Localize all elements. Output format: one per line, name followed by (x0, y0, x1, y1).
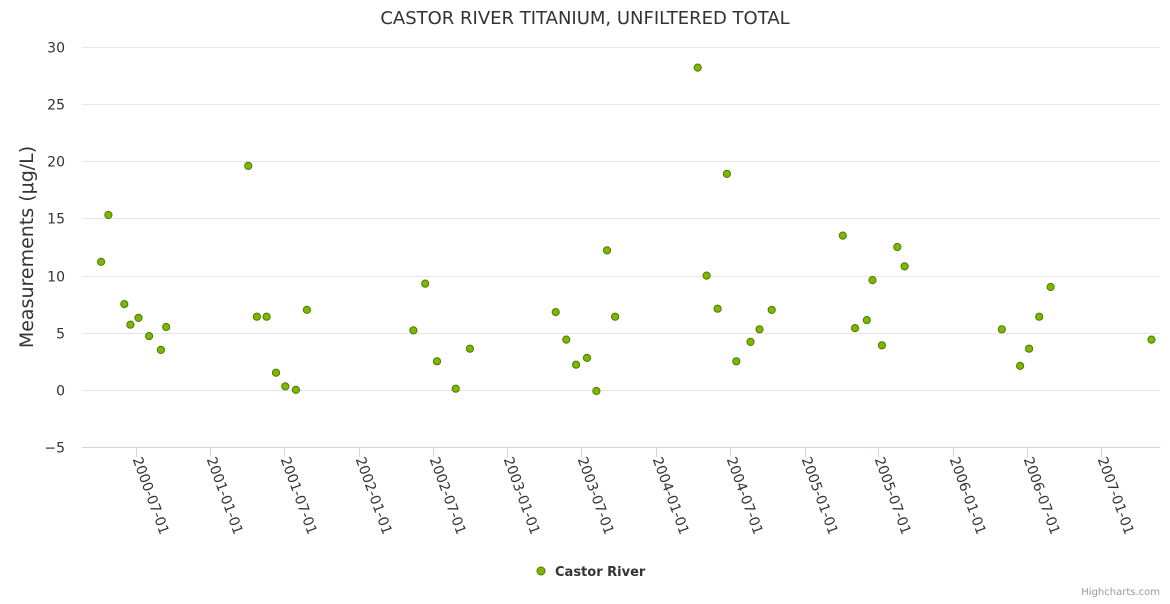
data-point[interactable] (281, 382, 290, 391)
data-point[interactable] (900, 262, 909, 271)
data-point[interactable] (134, 313, 143, 322)
data-point[interactable] (1147, 335, 1156, 344)
data-point[interactable] (1035, 312, 1044, 321)
legend[interactable]: Castor River (536, 565, 646, 580)
data-point[interactable] (262, 312, 271, 321)
legend-label-castor-river[interactable]: Castor River (555, 565, 646, 580)
x-tick-label: 2003-07-01 (574, 455, 617, 537)
y-axis: −5 0 5 10 15 20 25 30 (44, 41, 65, 457)
y-tick-label: 0 (56, 384, 65, 400)
x-tick-label: 2007-01-01 (1094, 455, 1137, 537)
y-tick-label: 15 (47, 212, 65, 228)
data-point[interactable] (104, 210, 113, 220)
data-point[interactable] (302, 305, 311, 314)
data-point[interactable] (862, 316, 871, 325)
x-tick-label: 2002-07-01 (426, 455, 469, 537)
series-castor-river[interactable] (97, 63, 1156, 396)
data-point[interactable] (722, 169, 732, 178)
data-point[interactable] (713, 304, 722, 313)
y-tick-label: 10 (47, 270, 65, 286)
data-point[interactable] (850, 324, 860, 333)
data-point[interactable] (592, 386, 601, 396)
data-point[interactable] (602, 246, 612, 255)
data-point[interactable] (582, 353, 592, 362)
x-tick-label: 2002-01-01 (352, 455, 395, 537)
data-point[interactable] (1025, 344, 1034, 353)
y-tick-label: −5 (44, 441, 65, 457)
data-point[interactable] (244, 161, 253, 170)
y-tick-label: 25 (47, 98, 65, 114)
x-tick-label: 2006-01-01 (946, 455, 989, 537)
data-point[interactable] (997, 325, 1006, 334)
data-point[interactable] (291, 385, 300, 394)
data-point[interactable] (702, 271, 711, 280)
x-axis: 2000-07-01 2001-01-01 2001-07-01 2002-01-01… (82, 447, 1160, 537)
data-point[interactable] (145, 332, 154, 341)
data-point[interactable] (409, 326, 418, 335)
x-tick-label: 2003-01-01 (500, 455, 543, 537)
data-point[interactable] (767, 305, 776, 314)
gridlines (82, 47, 1160, 391)
data-point[interactable] (421, 279, 430, 288)
data-point[interactable] (838, 231, 847, 240)
x-tick-label: 2000-07-01 (129, 455, 172, 537)
x-tick-label: 2001-07-01 (277, 455, 320, 537)
x-tick-label: 2004-07-01 (723, 455, 766, 537)
data-point[interactable] (1016, 361, 1025, 370)
data-point[interactable] (271, 368, 281, 377)
data-point[interactable] (126, 320, 135, 329)
data-point[interactable] (746, 337, 755, 346)
x-tick-label: 2004-01-01 (649, 455, 692, 537)
data-point[interactable] (156, 345, 165, 354)
y-tick-label: 20 (47, 155, 65, 171)
x-tick-label: 2005-01-01 (798, 455, 841, 537)
data-point[interactable] (432, 357, 442, 366)
data-point[interactable] (97, 257, 106, 266)
data-point[interactable] (732, 357, 741, 366)
x-tick-label: 2006-07-01 (1020, 455, 1063, 537)
data-point[interactable] (755, 325, 764, 334)
data-point[interactable] (693, 63, 702, 72)
data-point[interactable] (1046, 282, 1055, 292)
data-point[interactable] (562, 335, 571, 344)
data-point[interactable] (451, 384, 460, 393)
y-axis-title: Measurements (μg/L) (16, 146, 38, 348)
data-point[interactable] (120, 300, 129, 309)
data-point[interactable] (611, 312, 620, 321)
y-tick-label: 5 (56, 327, 65, 343)
y-tick-label: 30 (47, 41, 65, 57)
data-point[interactable] (465, 344, 474, 353)
chart-title: CASTOR RIVER TITANIUM, UNFILTERED TOTAL (380, 8, 789, 29)
data-point[interactable] (868, 276, 877, 285)
data-point[interactable] (252, 312, 261, 321)
highcharts-credit-link[interactable]: Highcharts.com (1081, 587, 1160, 598)
legend-marker-icon (536, 566, 546, 576)
x-tick-label: 2001-01-01 (203, 455, 246, 537)
x-tick-label: 2005-07-01 (871, 455, 914, 537)
data-point[interactable] (162, 322, 171, 332)
data-point[interactable] (893, 242, 902, 252)
data-point[interactable] (572, 360, 581, 369)
data-point[interactable] (551, 308, 560, 317)
data-point[interactable] (877, 341, 887, 350)
